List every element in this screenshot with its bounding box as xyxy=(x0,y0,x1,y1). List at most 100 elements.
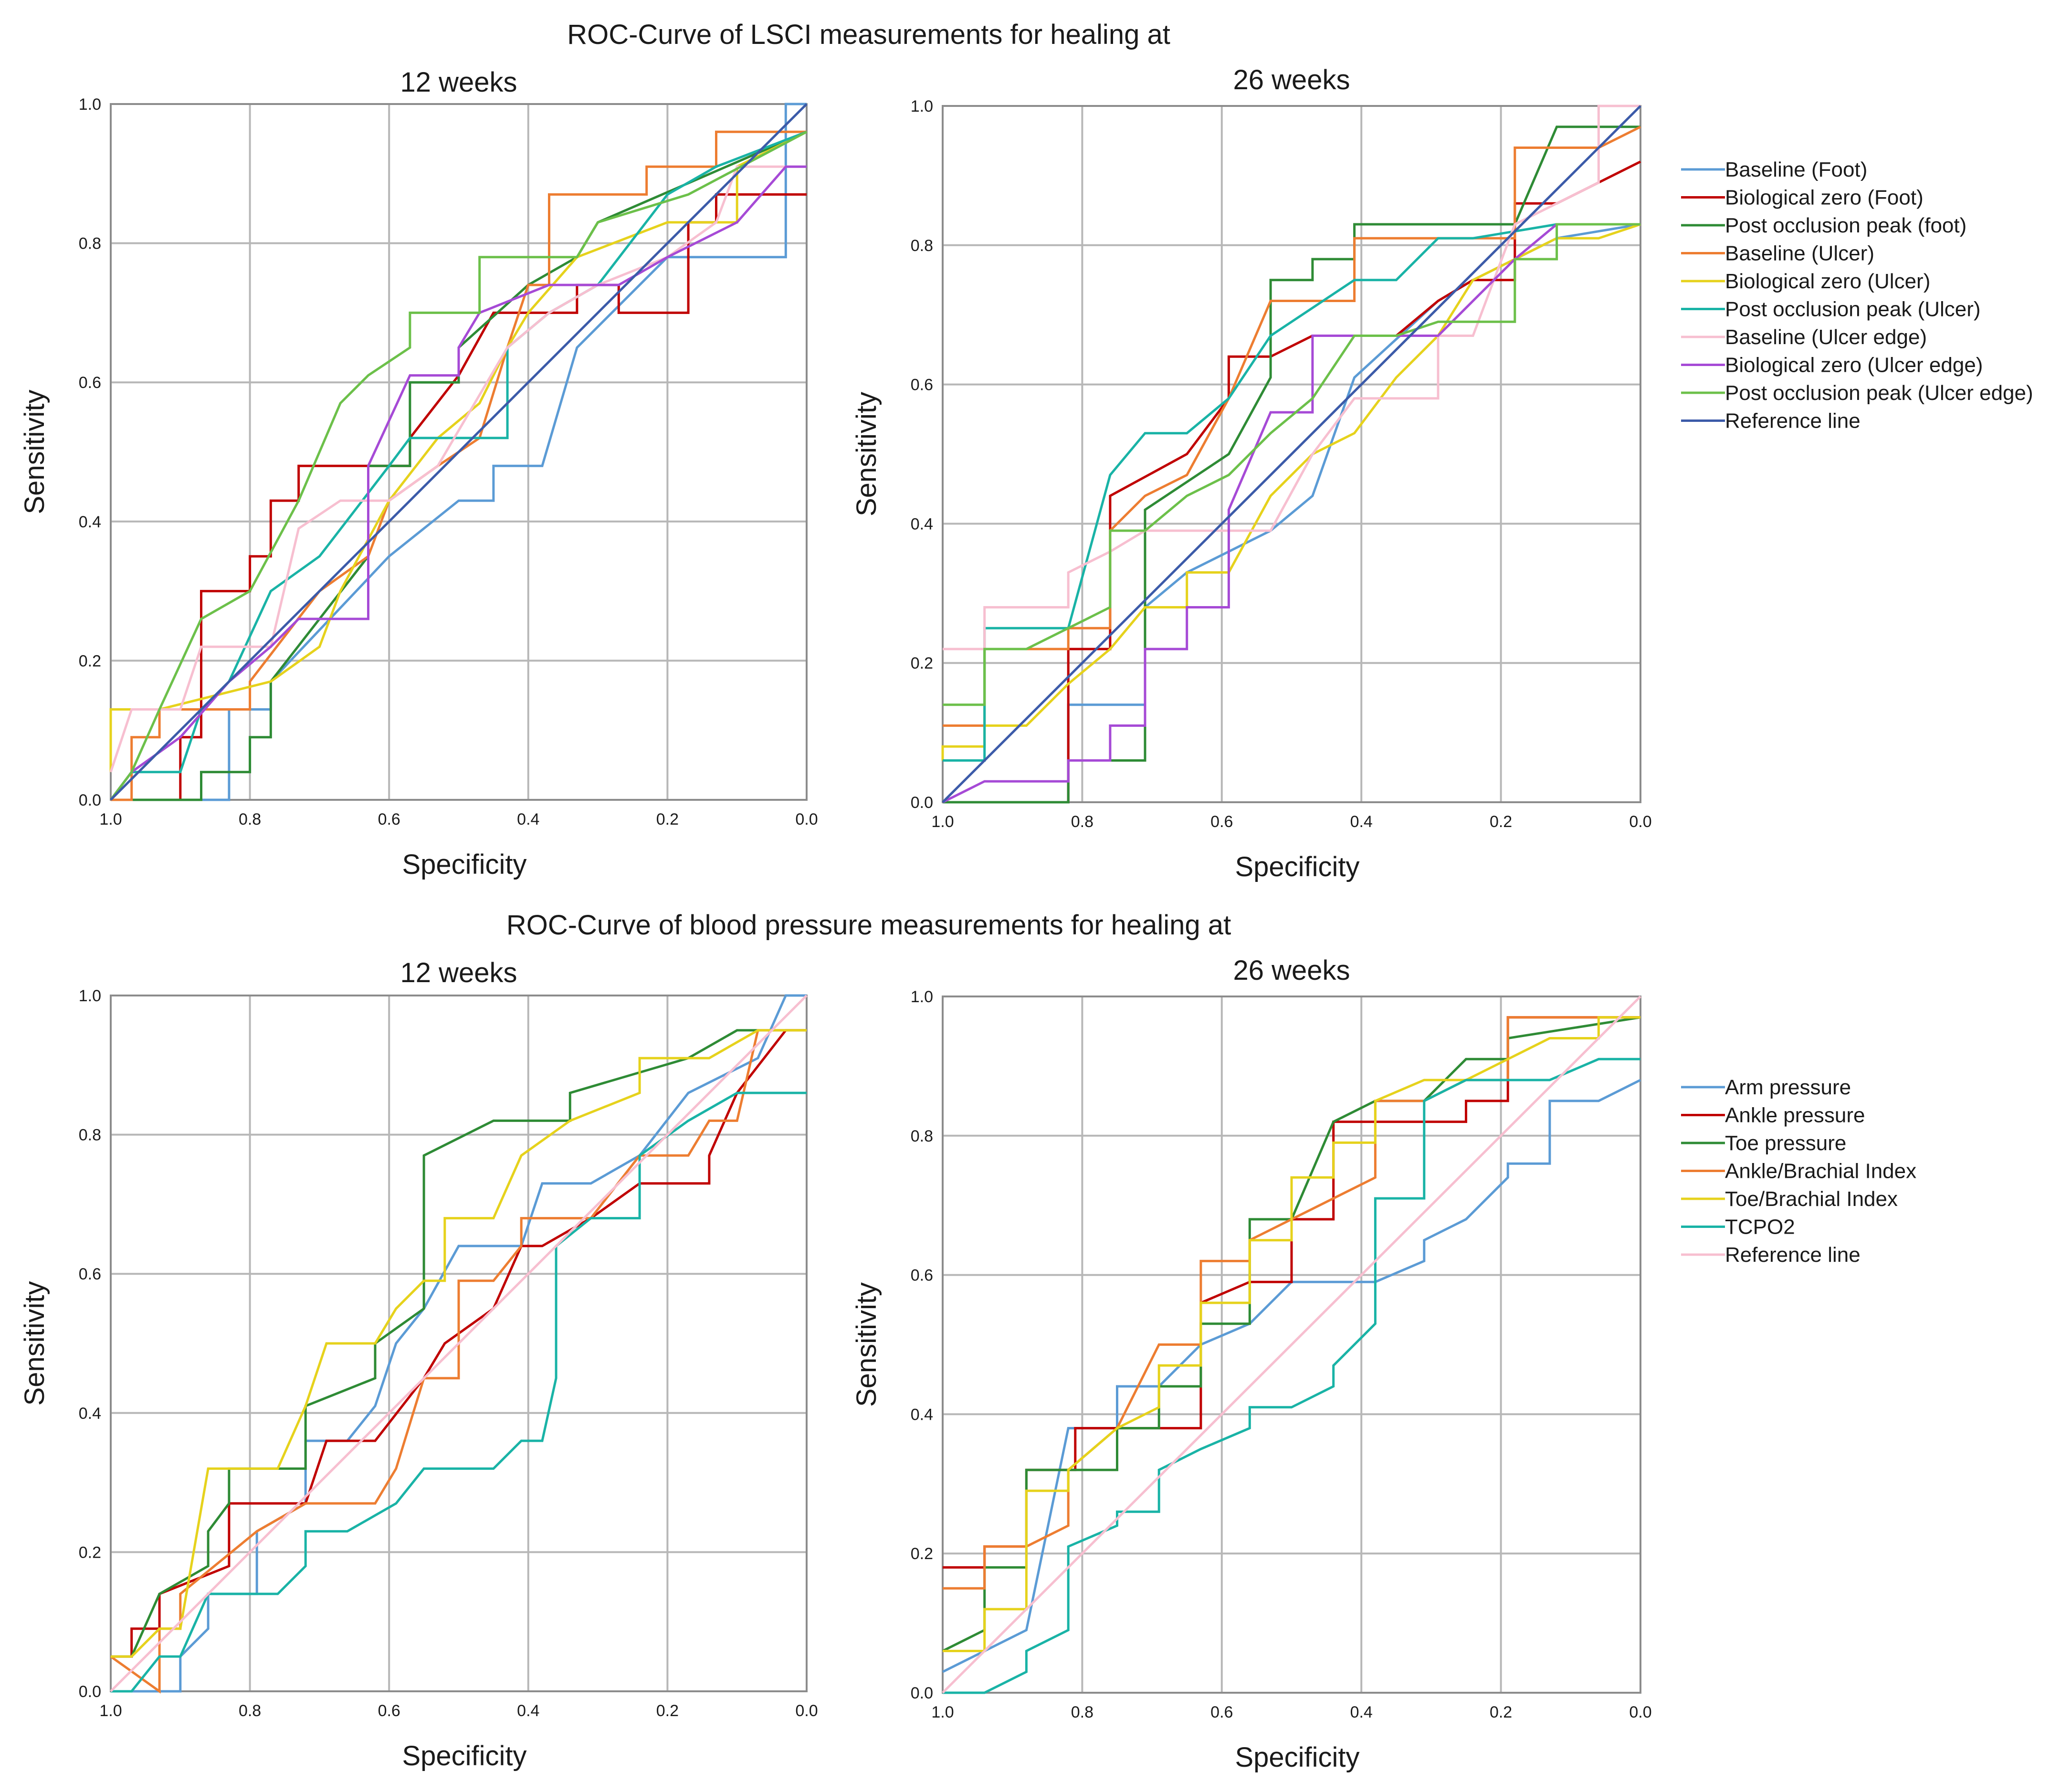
legend-label: Baseline (Ulcer) xyxy=(1725,242,1874,265)
series-line-post-occlusion-peak-ulcer xyxy=(109,130,807,801)
x-tick-label: 0.8 xyxy=(239,810,261,828)
series-line-post-occlusion-peak-ulcer xyxy=(943,223,1640,762)
plot-frame xyxy=(110,103,808,801)
series-line-tcpo2 xyxy=(943,1058,1640,1694)
y-tick-label: 0.4 xyxy=(911,1405,933,1424)
lsci-legend: Baseline (Foot) Biological zero (Foot) Pos… xyxy=(1681,158,2033,433)
series-line-reference-line xyxy=(942,105,1641,803)
pressure-26-weeks-chart: 1.0 0.8 0.6 0.4 0.2 0.0 0.0 0.2 0.4 0.6 0.8 1.0 26 w… xyxy=(851,955,1652,1773)
x-tick-label: 0.0 xyxy=(795,1702,818,1720)
series-line-post-occlusion-peak-ulcer-edge xyxy=(109,131,808,801)
legend-label: Reference line xyxy=(1725,409,1861,433)
y-axis-title: Sensitivity xyxy=(851,1282,882,1407)
legend-label: Biological zero (Ulcer edge) xyxy=(1725,354,1983,377)
x-tick-label: 0.4 xyxy=(517,1702,539,1720)
y-axis-title: Sensitivity xyxy=(851,392,882,516)
y-tick-label: 0.0 xyxy=(911,794,933,812)
y-tick-label: 1.0 xyxy=(911,988,933,1006)
series-line-baseline-ulcer-edge xyxy=(943,105,1640,650)
chart-title: 26 weeks xyxy=(1233,64,1350,95)
plot-frame xyxy=(942,996,1641,1694)
x-tick-label: 0.0 xyxy=(1629,1703,1651,1721)
pressure-legend: Arm pressure Ankle pressure Toe pressure An… xyxy=(1681,1076,1916,1267)
plot-frame xyxy=(942,105,1641,803)
x-tick-label: 0.2 xyxy=(1490,813,1512,831)
y-tick-label: 0.8 xyxy=(79,235,101,253)
series-line-biological-zero-ulcer-edge xyxy=(109,165,807,801)
legend-label: Toe/Brachial Index xyxy=(1725,1187,1898,1211)
series-line-ankle-pressure xyxy=(111,1029,807,1658)
y-tick-label: 1.0 xyxy=(79,987,101,1005)
lsci-12-weeks-chart: 1.0 0.8 0.6 0.4 0.2 0.0 0.0 0.2 0.4 0.6 0.8 1.0 12 w… xyxy=(19,67,818,880)
series-line-baseline-ulcer xyxy=(943,126,1641,727)
legend-label: Post occlusion peak (Ulcer edge) xyxy=(1725,381,2033,405)
legend-label: Ankle pressure xyxy=(1725,1104,1865,1127)
legend-label: Ankle/Brachial Index xyxy=(1725,1160,1916,1183)
y-tick-label: 0.6 xyxy=(911,1267,933,1285)
y-tick-label: 0.4 xyxy=(79,513,101,531)
x-tick-label: 0.8 xyxy=(239,1702,261,1720)
legend-label: Arm pressure xyxy=(1725,1076,1851,1099)
chart-title: 26 weeks xyxy=(1233,955,1350,986)
x-axis-title: Specificity xyxy=(402,1740,526,1771)
x-tick-label: 1.0 xyxy=(99,1702,122,1720)
x-tick-label: 0.8 xyxy=(1071,1703,1093,1721)
y-tick-label: 0.0 xyxy=(911,1684,933,1702)
lsci-section-title: ROC-Curve of LSCI measurements for heali… xyxy=(567,19,1170,50)
series-line-toe-pressure xyxy=(942,1016,1641,1652)
series-line-ankle-brachial-index xyxy=(110,1029,807,1694)
y-tick-label: 0.4 xyxy=(911,515,933,533)
x-axis-title: Specificity xyxy=(1235,851,1359,882)
plot-frame xyxy=(110,995,808,1692)
y-tick-label: 0.2 xyxy=(911,1545,933,1563)
series-line-arm-pressure xyxy=(942,1079,1641,1673)
chart-title: 12 weeks xyxy=(400,67,517,98)
x-axis-title: Specificity xyxy=(402,849,526,880)
series-line-toe-brachial-index xyxy=(943,1016,1640,1652)
y-tick-label: 0.2 xyxy=(79,652,101,670)
x-axis-title: Specificity xyxy=(1235,1742,1359,1773)
legend-label: Baseline (Ulcer edge) xyxy=(1725,325,1927,349)
y-tick-label: 0.4 xyxy=(79,1404,101,1423)
pressure-12-weeks-chart: 1.0 0.8 0.6 0.4 0.2 0.0 0.0 0.2 0.4 0.6 0.8 1.0 12 w… xyxy=(19,957,818,1771)
y-tick-label: 0.8 xyxy=(79,1126,101,1144)
series-line-reference-line xyxy=(110,995,808,1692)
series-line-post-occlusion-peak-ulcer-edge xyxy=(943,223,1640,706)
x-tick-label: 1.0 xyxy=(931,1703,954,1721)
y-tick-label: 1.0 xyxy=(79,95,101,114)
x-tick-label: 0.6 xyxy=(1210,813,1233,831)
legend-label: Post occlusion peak (foot) xyxy=(1725,214,1966,237)
x-tick-label: 0.0 xyxy=(795,810,818,828)
pressure-section-title: ROC-Curve of blood pressure measurements… xyxy=(506,910,1231,941)
x-tick-label: 1.0 xyxy=(931,813,954,831)
x-tick-label: 0.8 xyxy=(1071,813,1093,831)
y-tick-label: 1.0 xyxy=(911,97,933,115)
y-tick-label: 0.2 xyxy=(79,1543,101,1561)
series-line-toe-brachial-index xyxy=(111,1029,807,1658)
x-tick-label: 0.6 xyxy=(378,1702,400,1720)
series-line-reference-line xyxy=(110,103,808,801)
series-line-baseline-ulcer-edge xyxy=(109,165,807,773)
y-tick-label: 0.0 xyxy=(79,791,101,809)
y-tick-label: 0.8 xyxy=(911,237,933,255)
series-line-biological-zero-ulcer-edge xyxy=(942,223,1640,804)
legend-label: Baseline (Foot) xyxy=(1725,158,1867,181)
legend-label: TCPO2 xyxy=(1725,1216,1795,1239)
legend-label: Biological zero (Ulcer) xyxy=(1725,270,1930,293)
series-line-toe-pressure xyxy=(111,1029,807,1658)
lsci-26-weeks-chart: 1.0 0.8 0.6 0.4 0.2 0.0 0.0 0.2 0.4 0.6 0.8 1.0 26 w… xyxy=(851,64,1652,882)
x-tick-label: 0.0 xyxy=(1629,813,1651,831)
y-axis-title: Sensitivity xyxy=(19,1281,50,1405)
x-tick-label: 0.2 xyxy=(1490,1703,1512,1721)
y-tick-label: 0.2 xyxy=(911,654,933,672)
y-tick-label: 0.6 xyxy=(79,1265,101,1283)
y-tick-label: 0.0 xyxy=(79,1683,101,1701)
series-line-reference-line xyxy=(942,996,1641,1694)
legend-label: Post occlusion peak (Ulcer) xyxy=(1725,298,1981,321)
series-line-arm-pressure xyxy=(111,994,807,1693)
y-tick-label: 0.6 xyxy=(79,374,101,392)
x-tick-label: 1.0 xyxy=(99,810,122,828)
x-tick-label: 0.2 xyxy=(656,1702,679,1720)
series-line-baseline-foot xyxy=(943,223,1641,804)
